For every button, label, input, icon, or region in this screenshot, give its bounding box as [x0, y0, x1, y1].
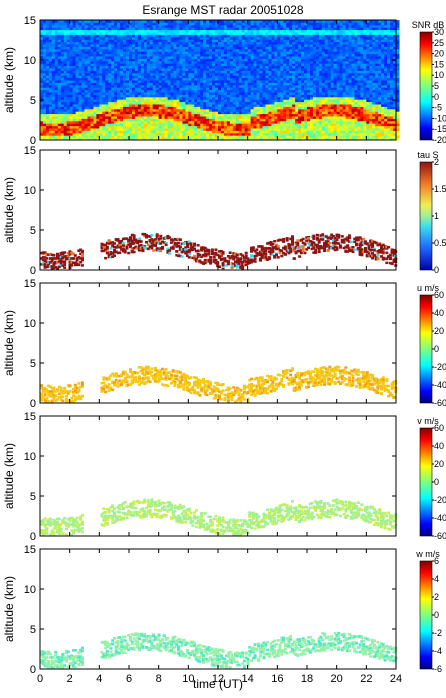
x-tick-label: 4	[96, 673, 102, 685]
colorbar	[419, 427, 433, 537]
colorbar-label: u m/s	[417, 283, 440, 293]
y-tick-label: 0	[30, 135, 36, 147]
y-tick-label: 15	[24, 278, 36, 290]
x-tick-label: 2	[67, 673, 73, 685]
colorbar-tick-label: -60	[434, 531, 446, 541]
colorbar-tick-label: 1	[434, 211, 439, 221]
x-tick-label: 24	[390, 673, 402, 685]
y-tick-label: 5	[30, 624, 36, 636]
colorbar-tick-label: 60	[434, 423, 444, 433]
colorbar-tick-label: 5	[434, 81, 439, 91]
colorbar-tick-label: -4	[434, 646, 442, 656]
y-tick-label: 15	[24, 15, 36, 27]
x-tick-label: 10	[182, 673, 194, 685]
colorbar-tick-label: -5	[434, 103, 442, 113]
colorbar-tick-label: 0	[434, 92, 439, 102]
colorbar-tick-label: 2	[434, 592, 439, 602]
y-axis-label: altitude (km)	[2, 177, 16, 243]
y-axis-label: altitude (km)	[2, 443, 16, 509]
colorbar-tick-label: 6	[434, 556, 439, 566]
colorbar-tick-label: 30	[434, 27, 444, 37]
chart-title: Esrange MST radar 20051028	[142, 3, 304, 17]
colorbar-tick-label: 10	[434, 70, 444, 80]
y-tick-label: 0	[30, 265, 36, 277]
colorbar-label: v m/s	[417, 416, 439, 426]
x-tick-label: 0	[37, 673, 43, 685]
colorbar-tick-label: 60	[434, 290, 444, 300]
colorbar-tick-label: -40	[434, 380, 446, 390]
x-tick-label: 6	[126, 673, 132, 685]
colorbar	[419, 161, 433, 271]
y-tick-label: 10	[24, 185, 36, 197]
x-tick-label: 8	[156, 673, 162, 685]
colorbar-tick-label: -20	[434, 362, 446, 372]
colorbar-tick-label: -60	[434, 398, 446, 408]
y-axis-label: altitude (km)	[2, 576, 16, 642]
x-tick-label: 12	[212, 673, 224, 685]
colorbar	[419, 560, 433, 670]
colorbar-tick-label: 40	[434, 441, 444, 451]
colorbar-tick-label: 2	[434, 157, 439, 167]
y-tick-label: 15	[24, 411, 36, 423]
data-cells	[40, 20, 400, 141]
y-tick-label: 0	[30, 531, 36, 543]
colorbar-tick-label: 0	[434, 477, 439, 487]
data-cells	[40, 632, 398, 670]
colorbar	[419, 31, 433, 141]
y-tick-label: 0	[30, 398, 36, 410]
panel-u: 0 5 10 15 altitude (km) u m/s60 40 20 0 -20 -40 -60	[2, 278, 446, 410]
colorbar-tick-label: 0.5	[434, 238, 446, 248]
colorbar-label: w m/s	[415, 549, 440, 559]
y-tick-label: 15	[24, 544, 36, 556]
y-tick-label: 5	[30, 225, 36, 237]
x-tick-label: 16	[271, 673, 283, 685]
y-tick-label: 5	[30, 491, 36, 503]
panel-v: 0 5 10 15 altitude (km) v m/s60 40 20 0 -20 -40 -60	[2, 411, 446, 543]
colorbar-tick-label: 4	[434, 574, 439, 584]
x-axis-label: time (UT)	[193, 677, 243, 691]
x-tick-label: 20	[331, 673, 343, 685]
y-tick-label: 5	[30, 95, 36, 107]
y-tick-label: 10	[24, 584, 36, 596]
colorbar-label: SNR dB	[412, 20, 445, 30]
colorbar-tick-label: 20	[434, 459, 444, 469]
colorbar-tick-label: -2	[434, 628, 442, 638]
y-axis-label: altitude (km)	[2, 47, 16, 113]
colorbar-tick-label: 0	[434, 265, 439, 275]
y-tick-label: 10	[24, 451, 36, 463]
panel-tau: 0 5 10 15 altitude (km) tau S2 1.5 1 0.5 0	[2, 145, 446, 277]
data-cells	[40, 232, 398, 271]
colorbar-tick-label: -20	[434, 135, 446, 145]
x-tick-label: 22	[360, 673, 372, 685]
colorbar-tick-label: 40	[434, 308, 444, 318]
y-tick-label: 15	[24, 145, 36, 157]
y-axis-label: altitude (km)	[2, 310, 16, 376]
colorbar-tick-label: 20	[434, 326, 444, 336]
colorbar-tick-label: -15	[434, 124, 446, 134]
y-tick-label: 10	[24, 55, 36, 67]
y-tick-label: 0	[30, 664, 36, 676]
colorbar-tick-label: 15	[434, 59, 444, 69]
colorbar-tick-label: -40	[434, 513, 446, 523]
colorbar-tick-label: 25	[434, 38, 444, 48]
data-cells	[40, 498, 398, 536]
data-cells	[40, 365, 398, 404]
colorbar-tick-label: 1.5	[434, 184, 446, 194]
colorbar-tick-label: 0	[434, 344, 439, 354]
colorbar-tick-label: -6	[434, 664, 442, 674]
colorbar-tick-label: -20	[434, 495, 446, 505]
y-tick-label: 5	[30, 358, 36, 370]
colorbar-tick-label: 0	[434, 610, 439, 620]
y-tick-label: 10	[24, 318, 36, 330]
colorbar-label: tau S	[417, 150, 438, 160]
colorbar	[419, 294, 433, 404]
x-tick-label: 14	[242, 673, 254, 685]
x-tick-label: 18	[301, 673, 313, 685]
colorbar-tick-label: -10	[434, 113, 446, 123]
colorbar-tick-label: 20	[434, 49, 444, 59]
